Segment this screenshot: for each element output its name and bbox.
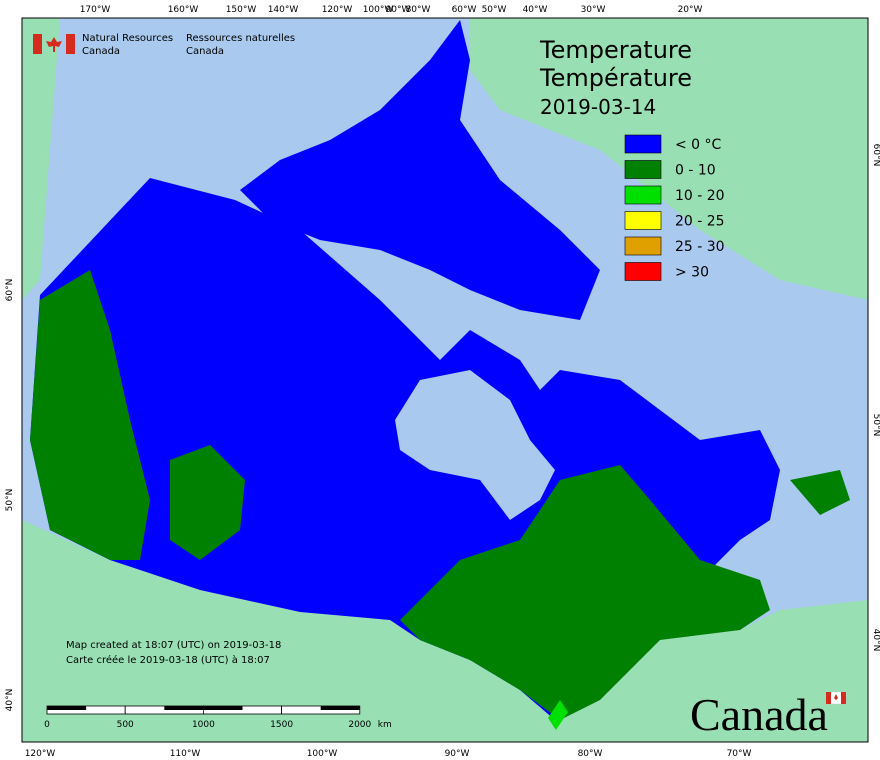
legend-swatch bbox=[624, 185, 662, 205]
graticule-label: 90°W bbox=[386, 5, 411, 15]
date: 2019-03-14 bbox=[540, 95, 656, 119]
hudson-bay bbox=[395, 370, 555, 520]
flag-bar bbox=[826, 692, 831, 704]
legend-label: 25 - 30 bbox=[675, 239, 725, 255]
graticule-label: 70°W bbox=[727, 749, 752, 759]
scale-segment-half bbox=[203, 706, 243, 710]
graticule-label: 170°W bbox=[80, 5, 111, 15]
united-states bbox=[22, 520, 868, 742]
scale-label: 1500 bbox=[270, 720, 293, 730]
alaska bbox=[22, 18, 60, 300]
graticule-label: 60°N bbox=[5, 279, 15, 302]
legend-swatch bbox=[624, 211, 662, 230]
graticule-label: 50°N bbox=[871, 414, 880, 437]
note: Carte créée le 2019-03-18 (UTC) à 18:07 bbox=[66, 654, 270, 666]
greenland bbox=[470, 18, 868, 300]
graticule-label: 40°W bbox=[523, 5, 548, 15]
legend-label: 0 - 10 bbox=[675, 163, 716, 179]
graticule-labels: 170°W 160°W 150°W 140°W 120°W 100°W90°W80°W 60… bbox=[5, 5, 880, 759]
legend-label: < 0 °C bbox=[675, 137, 722, 153]
graticule-label: 40°N bbox=[5, 689, 15, 712]
scale-unit: km bbox=[378, 720, 392, 730]
scale-label: 2000 bbox=[348, 720, 371, 730]
title-en: Temperature bbox=[539, 36, 692, 64]
scale-segment-half bbox=[47, 706, 87, 710]
graticule-label: 60°W bbox=[452, 5, 477, 15]
scale-label: 0 bbox=[44, 720, 50, 730]
arctic-islands bbox=[240, 20, 600, 320]
wordmark-flag bbox=[825, 691, 847, 705]
flag-bar bbox=[33, 34, 42, 54]
title-fr: Température bbox=[539, 64, 692, 92]
agency-logo: Natural Resources Canada Ressources natu… bbox=[33, 33, 295, 57]
agency-fr: Ressources naturelles bbox=[186, 33, 295, 44]
legend-label: > 30 bbox=[675, 265, 709, 281]
graticule-label: 50°N bbox=[5, 489, 15, 512]
graticule-label: 90°W bbox=[445, 749, 470, 759]
flag-bar bbox=[841, 692, 846, 704]
scale-segment-half bbox=[164, 706, 204, 710]
flag-bar bbox=[66, 34, 75, 54]
note: Map created at 18:07 (UTC) on 2019-03-18 bbox=[66, 640, 281, 651]
graticule-label: 40°N bbox=[871, 629, 880, 652]
agency-en: Canada bbox=[82, 46, 120, 57]
maple-leaf bbox=[46, 37, 62, 52]
graticule-label: 30°W bbox=[581, 5, 606, 15]
legend-label: 10 - 20 bbox=[675, 188, 725, 204]
scale-label: 500 bbox=[117, 720, 134, 730]
legend-swatch bbox=[624, 262, 662, 281]
wordmark: Canada bbox=[690, 689, 828, 740]
legend-swatch bbox=[624, 236, 662, 256]
graticule-label: 20°W bbox=[678, 5, 703, 15]
agency-fr: Canada bbox=[186, 46, 224, 57]
graticule-label: 110°W bbox=[170, 749, 201, 759]
east-warm bbox=[400, 465, 770, 720]
legend-label: 20 - 25 bbox=[675, 214, 725, 230]
ontario-mild bbox=[548, 700, 568, 730]
legend-swatch bbox=[624, 134, 662, 154]
legend: < 0 °C 0 - 10 10 - 20 20 - 25 25 - 30 > 30 bbox=[624, 134, 725, 281]
map-frame-content bbox=[22, 18, 868, 742]
graticule-label: 140°W bbox=[268, 5, 299, 15]
graticule-label: 80°W bbox=[578, 749, 603, 759]
scale-segment-half bbox=[320, 706, 360, 710]
graticule-label: 50°W bbox=[482, 5, 507, 15]
graticule-label: 120°W bbox=[322, 5, 353, 15]
graticule-label: 160°W bbox=[168, 5, 199, 15]
prairie-warm bbox=[170, 445, 245, 560]
graticule-label: 100°W bbox=[307, 749, 338, 759]
graticule-label: 60°N bbox=[871, 144, 880, 167]
graticule-label: 150°W bbox=[226, 5, 257, 15]
newfoundland-warm bbox=[790, 470, 850, 515]
graticule-label: 80°W bbox=[406, 5, 431, 15]
scale-label: 1000 bbox=[192, 720, 215, 730]
graticule-label: 120°W bbox=[25, 749, 56, 759]
legend-swatch bbox=[624, 160, 662, 179]
agency-en: Natural Resources bbox=[82, 33, 173, 44]
map-frame bbox=[21, 17, 869, 743]
maple-leaf bbox=[834, 694, 838, 700]
scale-bar: 0 500 1000 1500 2000 km bbox=[44, 705, 392, 730]
graticule-label: 100°W bbox=[363, 5, 394, 15]
bc-coast-warm bbox=[30, 270, 150, 560]
